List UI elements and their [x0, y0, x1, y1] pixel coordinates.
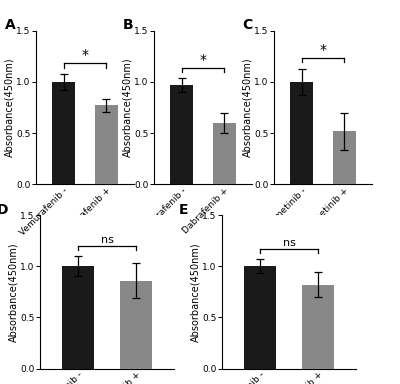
Bar: [94, 106, 118, 184]
Bar: [120, 281, 152, 369]
Text: B: B: [123, 18, 133, 32]
Bar: [170, 85, 194, 184]
Bar: [302, 285, 334, 369]
Y-axis label: Absorbance(450nm): Absorbance(450nm): [243, 58, 253, 157]
Y-axis label: Absorbance(450nm): Absorbance(450nm): [9, 242, 19, 342]
Y-axis label: Absorbance(450nm): Absorbance(450nm): [191, 242, 201, 342]
Text: C: C: [243, 18, 253, 32]
Bar: [62, 266, 94, 369]
Bar: [290, 82, 314, 184]
Text: ns: ns: [100, 235, 114, 245]
Text: *: *: [320, 43, 326, 57]
Y-axis label: Absorbance(450nm): Absorbance(450nm): [5, 58, 15, 157]
Text: E: E: [179, 203, 189, 217]
Bar: [332, 131, 356, 184]
Text: *: *: [200, 53, 206, 66]
Text: D: D: [0, 203, 9, 217]
Text: *: *: [82, 48, 88, 63]
Bar: [212, 123, 236, 184]
Bar: [244, 266, 276, 369]
Bar: [52, 82, 76, 184]
Text: A: A: [5, 18, 15, 32]
Text: ns: ns: [282, 238, 296, 248]
Y-axis label: Absorbance(450nm): Absorbance(450nm): [123, 58, 133, 157]
